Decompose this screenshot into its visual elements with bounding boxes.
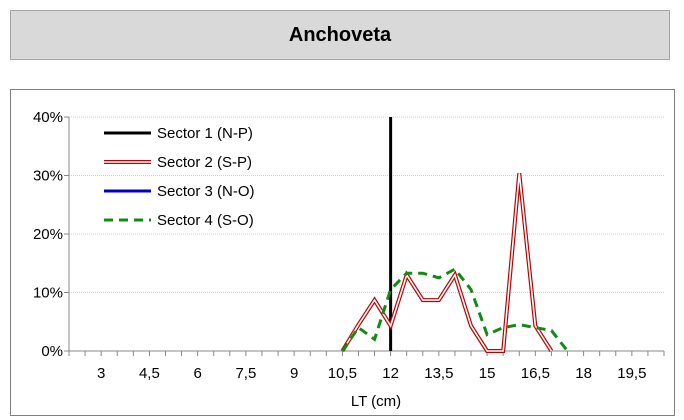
- x-tick-label: 16,5: [521, 365, 550, 382]
- x-tick-label: 12: [382, 365, 399, 382]
- legend: Sector 1 (N-P) Sector 2 (S-P) Sector 3 (N-…: [104, 125, 255, 229]
- x-tick-label: 6: [193, 365, 201, 382]
- x-tick-label: 15: [479, 365, 496, 382]
- legend-label: Sector 4 (S-O): [157, 212, 254, 229]
- series-line-2: [340, 172, 554, 353]
- chart-title-box: Anchoveta: [10, 10, 670, 60]
- x-axis-label: LT (cm): [351, 393, 401, 410]
- x-tick-label: 4,5: [139, 365, 160, 382]
- x-tick-label: 10,5: [328, 365, 357, 382]
- chart-title: Anchoveta: [288, 23, 392, 46]
- x-tick-label: 13,5: [424, 365, 453, 382]
- x-tick-label: 19,5: [617, 365, 646, 382]
- series-line-inner-2: [341, 173, 553, 352]
- legend-label: Sector 3 (N-O): [157, 183, 255, 200]
- y-tick-label: 30%: [33, 168, 63, 185]
- series-line-4: [341, 267, 569, 352]
- y-tick-label: 0%: [41, 343, 63, 360]
- x-tick-label: 7,5: [235, 365, 256, 382]
- series-lines: [340, 117, 569, 353]
- chart-container: 0% 10% 20% 30% 40% 3 4,5 6 7,5 9 10,5 12 13,5 15 16,5 1…: [10, 89, 675, 416]
- legend-label: Sector 1 (N-P): [157, 125, 253, 142]
- line-chart: 0% 10% 20% 30% 40% 3 4,5 6 7,5 9 10,5 12 13,5 15 16,5 1…: [33, 109, 665, 410]
- legend-label: Sector 2 (S-P): [157, 154, 252, 171]
- gridlines: [69, 116, 664, 293]
- x-tick-label: 3: [97, 365, 105, 382]
- x-tick-label: 18: [575, 365, 592, 382]
- axes: 0% 10% 20% 30% 40% 3 4,5 6 7,5 9 10,5 12 13,5 15 16,5 1…: [33, 109, 665, 382]
- y-tick-label: 10%: [33, 285, 63, 302]
- y-tick-label: 40%: [33, 109, 63, 126]
- x-tick-label: 9: [290, 365, 298, 382]
- y-tick-label: 20%: [33, 226, 63, 243]
